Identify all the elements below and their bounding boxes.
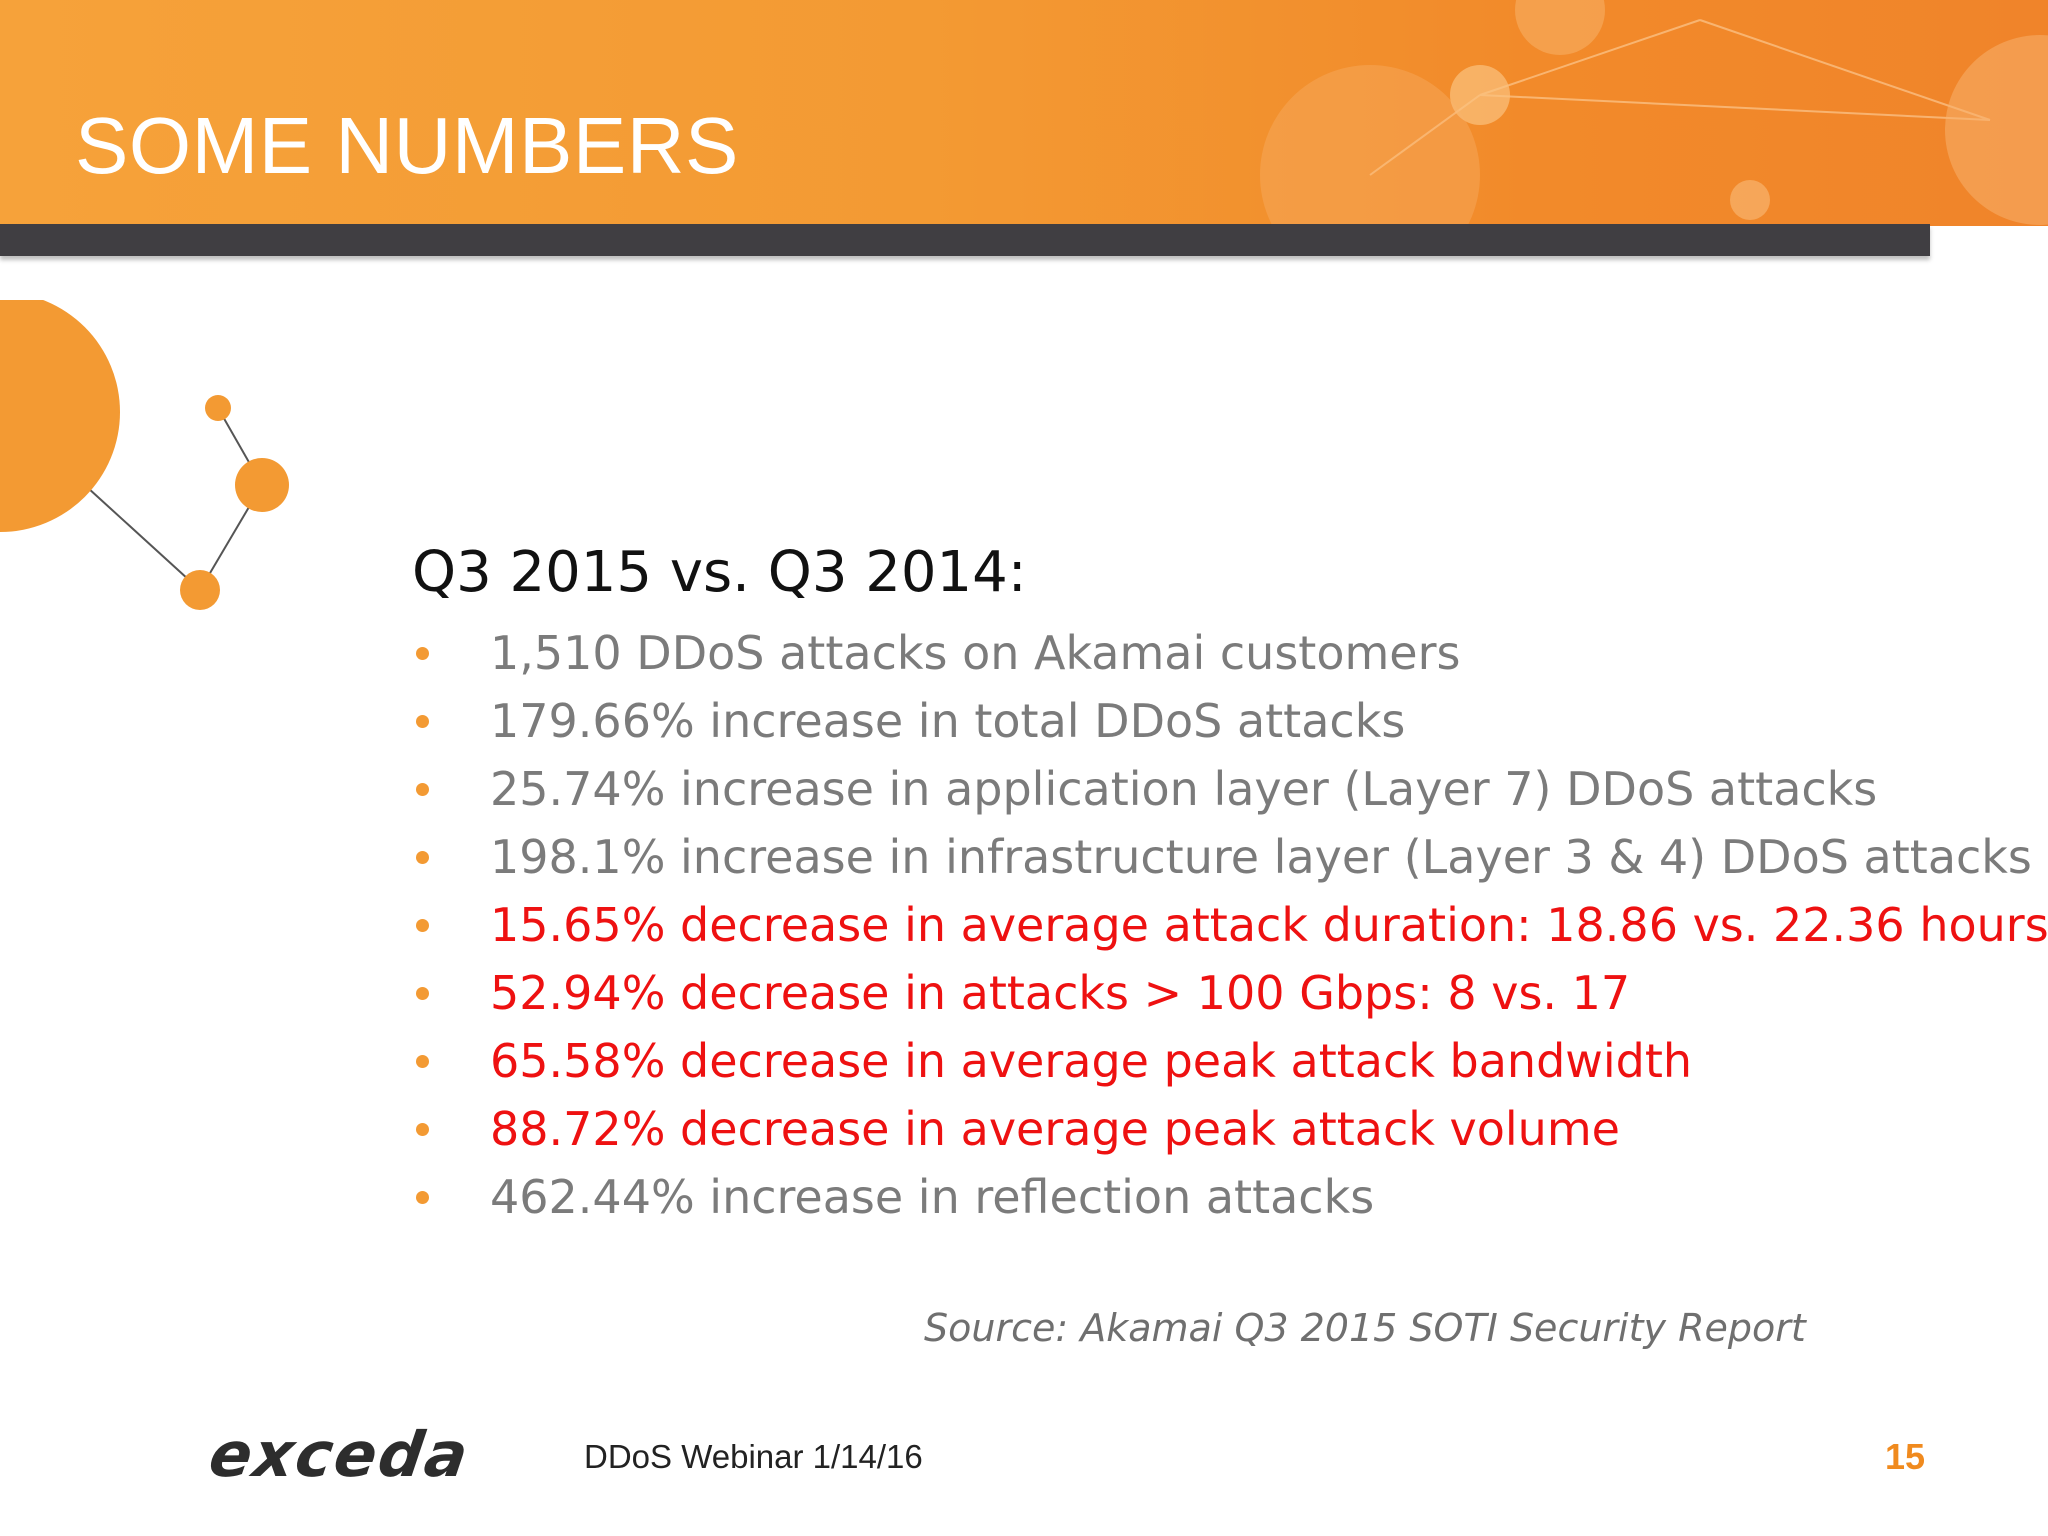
bullet-dot-icon (416, 1191, 429, 1204)
bullet-dot-icon (416, 1055, 429, 1068)
list-item-text: 462.44% increase in reflection attacks (490, 1170, 1375, 1224)
list-item: 65.58% decrease in average peak attack b… (412, 1027, 2032, 1095)
bullet-dot-icon (416, 783, 429, 796)
list-item: 15.65% decrease in average attack durati… (412, 891, 2048, 959)
header-banner: SOME NUMBERS (0, 0, 2048, 226)
bullet-dot-icon (416, 1123, 429, 1136)
list-item-text: 179.66% increase in total DDoS attacks (490, 694, 1406, 748)
footer-event-label: DDoS Webinar 1/14/16 (584, 1438, 923, 1475)
source-citation: Source: Akamai Q3 2015 SOTI Security Rep… (924, 1306, 1806, 1350)
list-item: 1,510 DDoS attacks on Akamai customers (412, 619, 2032, 687)
bullet-dot-icon (416, 715, 429, 728)
stats-list: 1,510 DDoS attacks on Akamai customers 1… (412, 619, 2048, 1231)
header-divider-bar (0, 224, 1930, 256)
list-item: 88.72% decrease in average peak attack v… (412, 1095, 2032, 1163)
list-item: 198.1% increase in infrastructure layer … (412, 823, 2032, 891)
bullet-dot-icon (416, 851, 429, 864)
list-item: 52.94% decrease in attacks > 100 Gbps: 8… (412, 959, 2032, 1027)
network-decoration (0, 300, 289, 610)
main-content: Q3 2015 vs. Q3 2014: 1,510 DDoS attacks … (412, 540, 2048, 1231)
page-number: 15 (1885, 1436, 1926, 1477)
banner-network-decoration (1260, 0, 2048, 226)
list-item: 179.66% increase in total DDoS attacks (412, 687, 2032, 755)
list-item-text: 1,510 DDoS attacks on Akamai customers (490, 626, 1461, 680)
list-item-text: 65.58% decrease in average peak attack b… (490, 1034, 1693, 1088)
list-item: 462.44% increase in reflection attacks (412, 1163, 2032, 1231)
list-item: 25.74% increase in application layer (La… (412, 755, 2032, 823)
slide-title: SOME NUMBERS (75, 101, 739, 190)
comparison-heading: Q3 2015 vs. Q3 2014: (412, 540, 1027, 605)
list-item-text: 198.1% increase in infrastructure layer … (490, 830, 2032, 884)
bullet-dot-icon (416, 647, 429, 660)
bullet-dot-icon (416, 987, 429, 1000)
list-item-text: 15.65% decrease in average attack durati… (490, 898, 2048, 952)
list-item-text: 52.94% decrease in attacks > 100 Gbps: 8… (490, 966, 1631, 1020)
bullet-dot-icon (416, 919, 429, 932)
exceda-logo: exceda (204, 1418, 475, 1491)
list-item-text: 88.72% decrease in average peak attack v… (490, 1102, 1620, 1156)
list-item-text: 25.74% increase in application layer (La… (490, 762, 1878, 816)
